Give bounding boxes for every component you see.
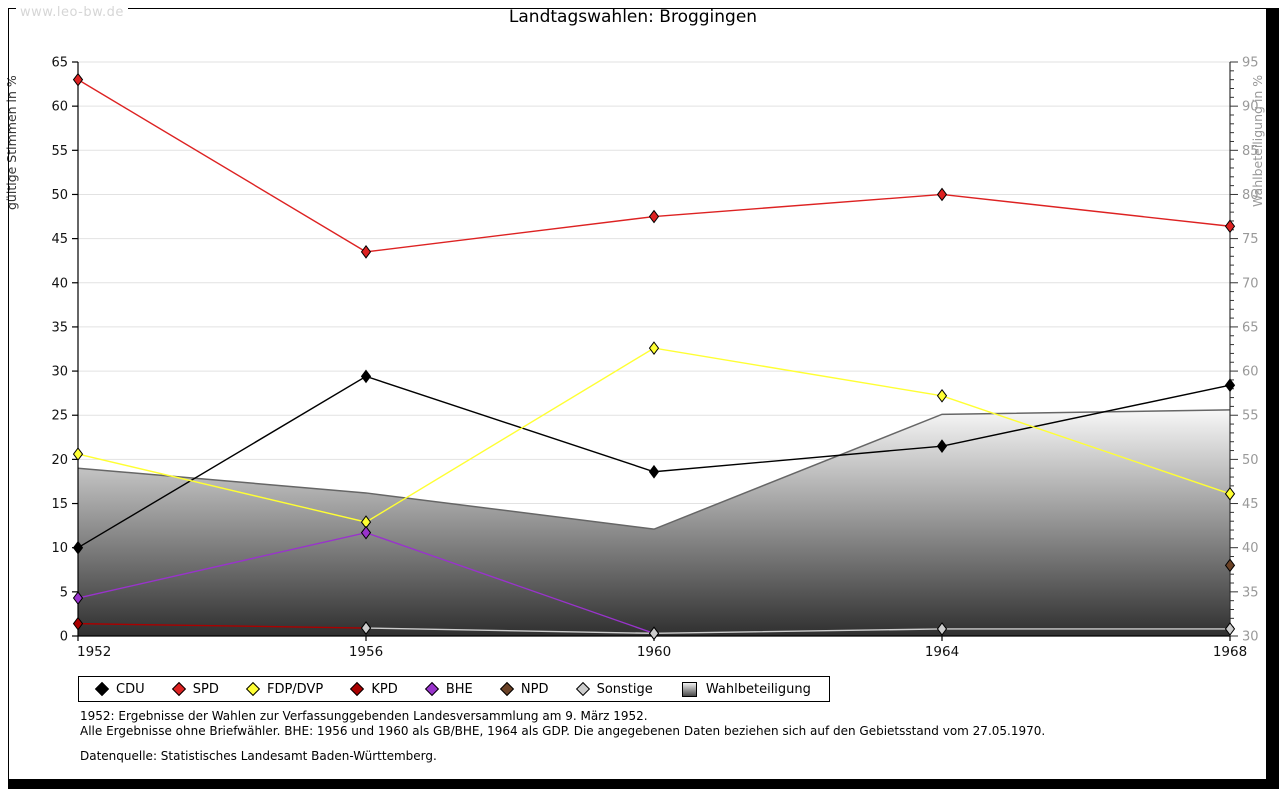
svg-text:65: 65 <box>1242 320 1259 335</box>
legend-item-fdp: FDP/DVP <box>245 681 324 697</box>
footnote-line-1: 1952: Ergebnisse der Wahlen zur Verfassu… <box>80 709 648 723</box>
svg-text:80: 80 <box>1242 188 1259 203</box>
chart-title: Landtagswahlen: Broggingen <box>508 7 758 27</box>
legend-label: NPD <box>520 681 549 697</box>
kpd-marker-icon <box>350 681 365 697</box>
bhe-marker-icon <box>424 681 439 697</box>
watermark: www.leo-bw.de <box>16 5 128 20</box>
legend-label: Wahlbeteiligung <box>705 681 811 697</box>
svg-text:65: 65 <box>51 56 68 71</box>
svg-text:30: 30 <box>51 365 68 380</box>
svg-text:60: 60 <box>51 100 68 115</box>
wahlbeteiligung-area-icon <box>681 681 697 697</box>
svg-text:0: 0 <box>60 630 68 645</box>
svg-text:45: 45 <box>51 232 68 247</box>
footnote-source: Datenquelle: Statistisches Landesamt Bad… <box>80 749 437 763</box>
npd-marker-icon <box>499 681 514 697</box>
svg-text:55: 55 <box>1242 409 1259 424</box>
legend-item-wahlbeteiligung: Wahlbeteiligung <box>681 681 811 697</box>
svg-text:45: 45 <box>1242 497 1259 512</box>
svg-text:30: 30 <box>1242 630 1259 645</box>
legend-label: SPD <box>192 681 219 697</box>
legend-label: FDP/DVP <box>266 681 324 697</box>
svg-text:25: 25 <box>51 409 68 424</box>
svg-text:60: 60 <box>1242 365 1259 380</box>
svg-text:95: 95 <box>1242 56 1259 71</box>
cdu-marker-icon <box>94 681 110 697</box>
spd-marker-icon <box>171 681 186 697</box>
svg-text:70: 70 <box>1242 276 1259 291</box>
legend-item-spd: SPD <box>171 681 219 697</box>
svg-text:20: 20 <box>51 453 68 468</box>
svg-text:5: 5 <box>60 585 68 600</box>
legend-label: CDU <box>116 681 145 697</box>
svg-text:40: 40 <box>51 276 68 291</box>
legend-label: BHE <box>445 681 473 697</box>
svg-text:1960: 1960 <box>637 644 671 660</box>
footnotes: 1952: Ergebnisse der Wahlen zur Verfassu… <box>80 709 1045 764</box>
legend-item-npd: NPD <box>499 681 549 697</box>
footnote-line-2: Alle Ergebnisse ohne Briefwähler. BHE: 1… <box>80 723 1046 738</box>
legend-label: Sonstige <box>596 681 653 697</box>
svg-text:10: 10 <box>51 541 68 556</box>
svg-text:50: 50 <box>51 188 68 203</box>
legend-item-cdu: CDU <box>94 681 145 697</box>
legend: CDU SPD FDP/DVP KPD BHE NPD Sonstige Wah… <box>78 676 830 702</box>
legend-label: KPD <box>371 681 398 697</box>
svg-text:75: 75 <box>1242 232 1259 247</box>
svg-text:Wahlbeteiligung in %: Wahlbeteiligung in % <box>1250 75 1265 207</box>
legend-item-bhe: BHE <box>424 681 473 697</box>
svg-text:90: 90 <box>1242 100 1259 115</box>
svg-text:35: 35 <box>51 320 68 335</box>
svg-text:1964: 1964 <box>925 644 959 660</box>
svg-text:15: 15 <box>51 497 68 512</box>
svg-text:1968: 1968 <box>1213 644 1247 660</box>
sonstige-marker-icon <box>575 681 590 697</box>
svg-text:35: 35 <box>1242 585 1259 600</box>
svg-text:1956: 1956 <box>349 644 383 660</box>
fdp-marker-icon <box>245 681 261 697</box>
svg-text:40: 40 <box>1242 541 1259 556</box>
svg-text:55: 55 <box>51 144 68 159</box>
svg-text:gültige Stimmen in %: gültige Stimmen in % <box>4 75 19 210</box>
legend-item-sonstige: Sonstige <box>575 681 653 697</box>
svg-text:85: 85 <box>1242 144 1259 159</box>
svg-text:50: 50 <box>1242 453 1259 468</box>
svg-text:1952: 1952 <box>77 644 111 660</box>
legend-item-kpd: KPD <box>350 681 398 697</box>
